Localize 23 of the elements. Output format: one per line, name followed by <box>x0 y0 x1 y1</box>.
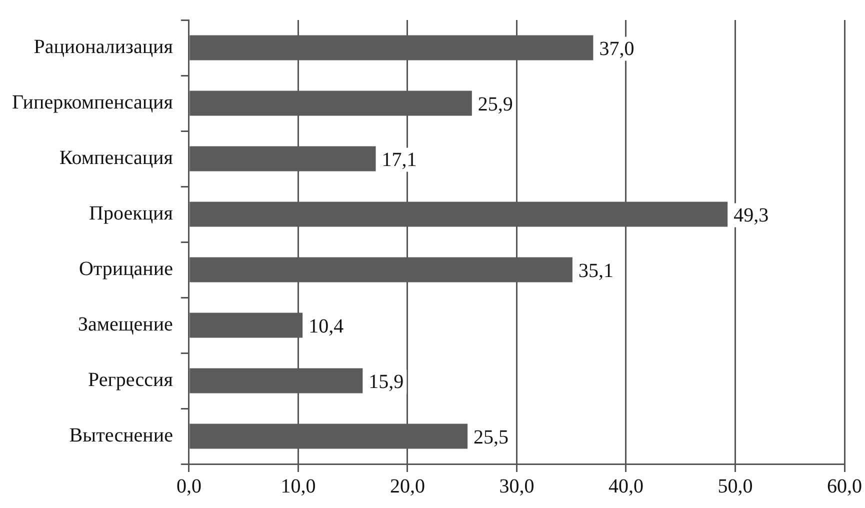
data-label: 17,1 <box>382 149 417 171</box>
data-label: 10,4 <box>308 316 344 338</box>
data-label: 15,9 <box>368 371 404 393</box>
x-tick-label: 0,0 <box>176 475 202 498</box>
y-tick-label: Компенсация <box>59 147 173 169</box>
x-tick-label: 10,0 <box>280 475 316 498</box>
data-label: 25,5 <box>474 426 509 448</box>
data-label: 35,1 <box>578 260 614 282</box>
data-label: 25,9 <box>478 94 513 116</box>
x-tick-label: 60,0 <box>827 475 862 498</box>
x-tick-label: 50,0 <box>718 475 753 498</box>
y-tick-label: Регрессия <box>88 369 173 391</box>
x-tick-label: 30,0 <box>499 475 534 498</box>
data-label: 49,3 <box>734 204 769 226</box>
y-tick-label: Вытеснение <box>69 424 174 446</box>
y-tick-label: Отрицание <box>78 258 174 280</box>
y-tick-label: Рационализация <box>34 36 173 58</box>
y-tick-label: Проекция <box>89 202 173 224</box>
data-label: 37,0 <box>599 38 634 60</box>
y-tick-label: Замещение <box>78 314 174 336</box>
x-tick-label: 20,0 <box>390 475 425 498</box>
y-tick-label: Гиперкомпенсация <box>12 92 173 114</box>
x-tick-label: 40,0 <box>608 475 644 498</box>
